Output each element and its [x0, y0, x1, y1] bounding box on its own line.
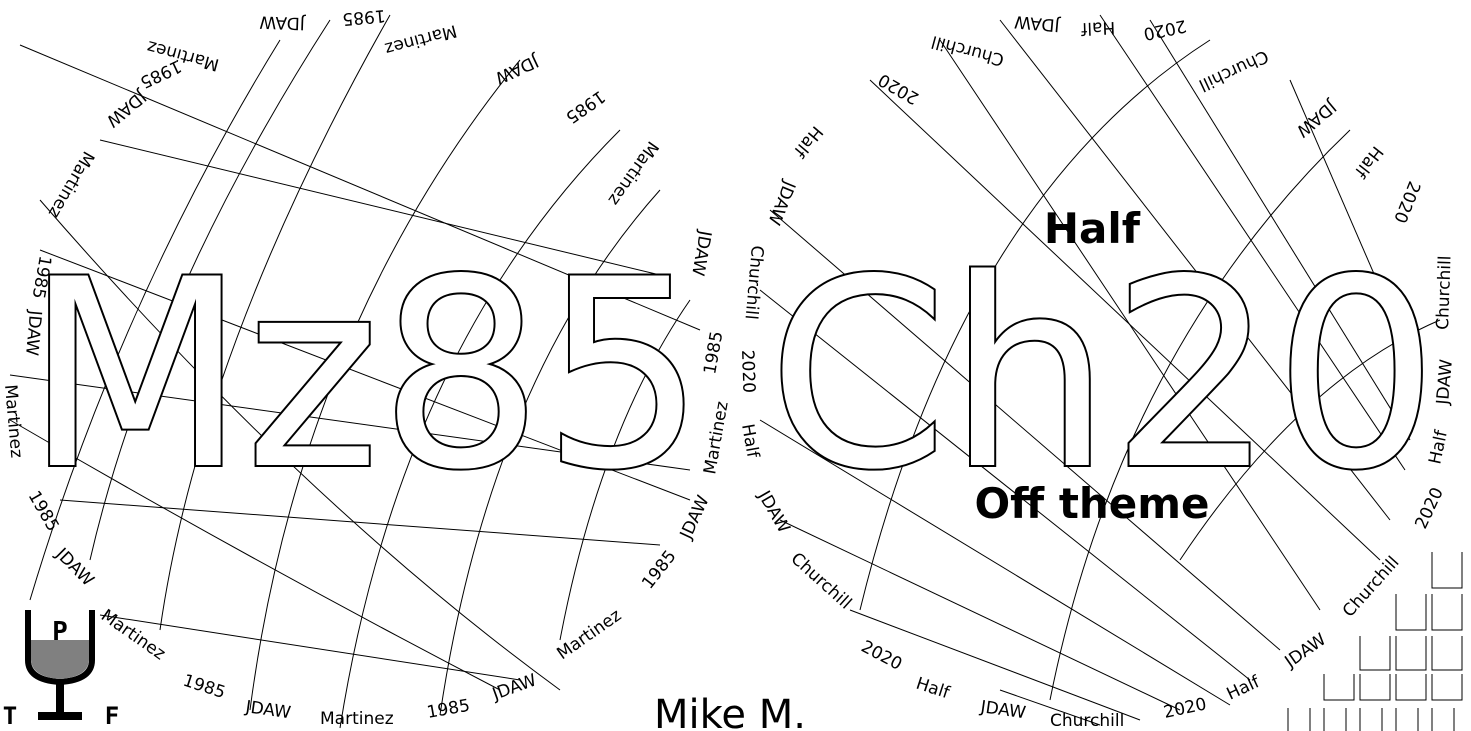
ring-word: Half [789, 122, 827, 162]
ring-word: 2020 [858, 637, 906, 675]
ring-word: JDAW [51, 544, 98, 591]
right-disc: 2020 Churchill JDAW Half 2020 Churchill … [737, 11, 1457, 731]
ring-word: Martinez [44, 148, 98, 222]
author-name: Mike M. [654, 692, 806, 731]
ring-word: JDAW [978, 697, 1027, 723]
ring-word: Martinez [700, 400, 732, 476]
ring-word: JDAW [489, 670, 540, 705]
ring-word: 2020 [737, 349, 758, 393]
left-disc-grid-lines [9, 14, 701, 729]
ring-word: 2020 [1389, 178, 1424, 226]
ring-word: JDAW [763, 177, 799, 228]
ring-word: Churchill [1339, 553, 1404, 622]
ring-word: JDAW [1281, 630, 1331, 673]
ring-word: JDAW [1433, 358, 1457, 406]
logo-letter-p: P [52, 617, 68, 647]
ring-word: Martinez [553, 605, 625, 664]
ring-word: 2020 [1142, 15, 1188, 44]
right-disc-code: Ch20 [768, 225, 1438, 527]
tpf-logo: P T F [3, 610, 119, 730]
ring-word: 2020 [875, 69, 922, 108]
grid-squares-icon [1287, 552, 1463, 731]
ring-word: Martinez [97, 606, 169, 665]
ring-word: 1985 [562, 86, 609, 127]
ring-word: Churchill [929, 31, 1006, 70]
ring-word: Churchill [1196, 45, 1272, 95]
ring-word: 1985 [137, 55, 185, 91]
ring-word: Churchill [787, 549, 856, 614]
right-disc-top-label: Half [1044, 204, 1141, 253]
ring-word: Martinez [320, 709, 394, 729]
ring-word: JDAW [21, 309, 45, 357]
right-disc-grid-lines [759, 14, 1441, 726]
ring-word: Martinez [383, 20, 459, 58]
ring-word: 1985 [638, 547, 680, 593]
ring-word: Churchill [741, 245, 767, 321]
ring-word: Martinez [604, 137, 663, 209]
ring-word: Churchill [1050, 711, 1124, 731]
ring-word: Martinez [0, 384, 26, 459]
ring-word: 1985 [180, 671, 227, 703]
left-disc-code: Mz85 [25, 225, 705, 527]
ring-word: Half [737, 422, 763, 460]
ring-word: JDAW [1013, 11, 1061, 35]
ring-word: 1985 [425, 696, 471, 723]
ring-word: Half [1080, 17, 1116, 38]
logo-letter-t: T [3, 702, 17, 730]
ring-word: JDAW [243, 697, 292, 723]
ring-word: Churchill [1433, 255, 1456, 330]
ring-word: Half [1224, 672, 1264, 705]
ring-word: Half [913, 674, 952, 704]
ring-word: Half [1350, 142, 1387, 182]
ring-word: JDAW [102, 86, 150, 131]
logo-letter-f: F [105, 702, 119, 730]
ring-word: JDAW [259, 11, 306, 33]
ring-word: 1985 [341, 5, 386, 29]
ring-word: 2020 [1162, 694, 1208, 723]
ring-word: JDAW [492, 50, 543, 88]
right-disc-bottom-label: Off theme [974, 479, 1209, 528]
left-disc: Martinez JDAW 1985 Martinez JDAW 1985 Ma… [0, 5, 733, 729]
logo-glass-fill [31, 640, 89, 679]
